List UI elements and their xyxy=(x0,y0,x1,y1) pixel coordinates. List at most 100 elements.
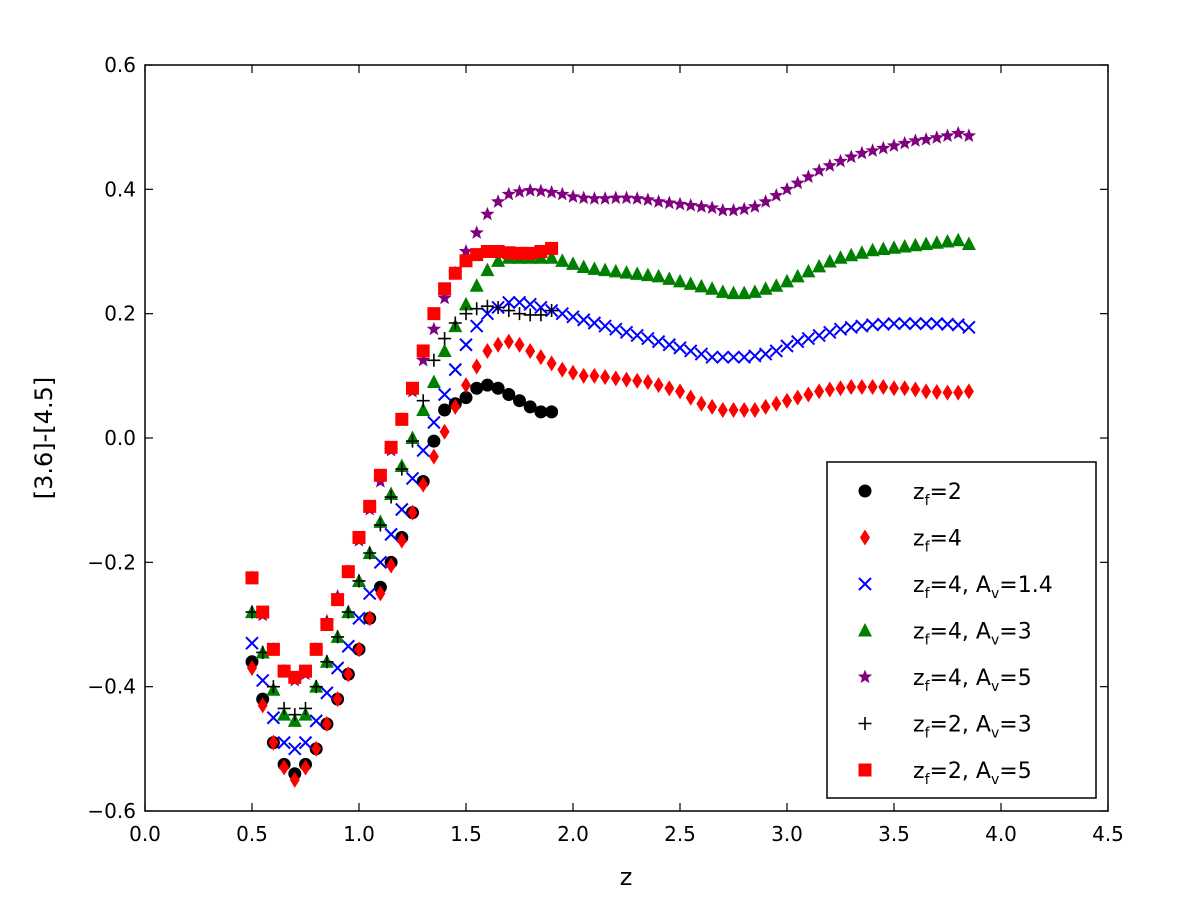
data-point xyxy=(493,336,504,353)
data-point xyxy=(887,240,901,254)
data-point xyxy=(576,313,591,327)
data-point xyxy=(277,664,291,678)
data-point xyxy=(694,278,709,293)
data-point xyxy=(846,379,857,396)
data-point xyxy=(331,593,345,607)
x-tick-label: 0.0 xyxy=(129,822,161,846)
data-point xyxy=(245,571,259,585)
data-point xyxy=(439,423,450,440)
data-point xyxy=(438,403,452,417)
data-point xyxy=(630,266,645,280)
data-point xyxy=(651,194,666,208)
data-point xyxy=(406,381,419,395)
data-point xyxy=(931,383,942,400)
legend-label: zf=4 xyxy=(913,527,962,556)
data-point xyxy=(247,660,257,677)
data-point xyxy=(587,261,602,275)
x-tick-label: 0.5 xyxy=(236,822,268,846)
data-point xyxy=(801,331,816,346)
x-tick-label: 2.0 xyxy=(557,822,589,846)
data-point xyxy=(311,740,322,757)
series-7 xyxy=(245,241,559,684)
data-point xyxy=(876,241,891,256)
data-point xyxy=(598,319,612,333)
data-point xyxy=(523,246,537,260)
data-point xyxy=(664,380,675,397)
data-point xyxy=(854,245,869,259)
data-point xyxy=(373,518,387,532)
data-point xyxy=(942,384,953,401)
data-point xyxy=(683,198,698,212)
data-point xyxy=(919,236,934,251)
data-point xyxy=(951,318,965,332)
data-point xyxy=(910,381,921,398)
data-point xyxy=(640,192,656,206)
data-point xyxy=(801,169,816,183)
data-point xyxy=(717,402,728,419)
data-point xyxy=(482,342,493,359)
data-point xyxy=(683,344,698,358)
data-point xyxy=(790,334,805,349)
data-point xyxy=(459,391,473,405)
data-point xyxy=(811,163,827,177)
data-point xyxy=(886,138,902,152)
data-point xyxy=(921,383,932,400)
data-point xyxy=(619,325,634,340)
data-point xyxy=(812,258,827,273)
data-point xyxy=(771,395,782,412)
data-point xyxy=(865,143,880,157)
y-tick-label: 0.0 xyxy=(104,426,136,450)
data-point xyxy=(642,374,653,391)
data-point xyxy=(513,307,526,321)
data-point xyxy=(555,306,570,321)
data-point xyxy=(835,380,846,397)
data-point xyxy=(386,557,397,574)
data-point xyxy=(501,186,516,201)
data-point xyxy=(737,285,752,300)
data-point xyxy=(480,299,494,313)
data-point xyxy=(961,128,977,142)
y-tick-label: −0.4 xyxy=(87,675,136,699)
data-point xyxy=(961,236,976,251)
data-point xyxy=(640,267,655,282)
data-point xyxy=(824,381,835,398)
x-tick-label: 3.0 xyxy=(771,822,803,846)
data-point xyxy=(867,379,878,396)
data-point xyxy=(598,262,613,277)
data-point xyxy=(523,183,538,197)
data-point xyxy=(953,384,964,401)
data-point xyxy=(512,295,527,310)
data-point xyxy=(704,200,720,215)
axis-ticks: 0.0 0.5 1.0 1.5 2.0 2.5 3.0 3.5 4.0 4.5 −0.6 −0.4 −0… xyxy=(87,53,1123,846)
data-point xyxy=(739,402,750,419)
legend-label: zf=4, Av=3 xyxy=(913,620,1032,649)
y-tick-label: −0.6 xyxy=(87,799,136,823)
data-point xyxy=(490,194,506,208)
data-point xyxy=(662,338,677,352)
data-point xyxy=(963,383,974,400)
data-point xyxy=(760,398,771,415)
data-point xyxy=(405,471,420,486)
legend-label: zf=2 xyxy=(913,480,962,509)
data-point xyxy=(929,130,944,144)
data-point xyxy=(715,284,730,298)
data-point xyxy=(856,379,867,396)
data-point xyxy=(459,307,473,321)
data-point xyxy=(748,349,762,363)
data-point xyxy=(470,248,484,262)
data-point xyxy=(289,771,300,788)
data-point xyxy=(929,235,944,249)
data-point xyxy=(801,263,816,278)
data-point xyxy=(749,402,760,419)
data-point xyxy=(450,398,461,415)
data-point xyxy=(502,387,516,401)
legend: zf=2 zf=4 zf=4, Av=1.4 zf=4, Av=3 zf=4, Av=5… xyxy=(826,461,1097,799)
data-point xyxy=(747,199,763,213)
data-point xyxy=(299,664,312,678)
data-point xyxy=(683,276,698,290)
data-point xyxy=(437,290,452,305)
data-point xyxy=(823,325,837,340)
data-point xyxy=(502,295,516,310)
data-point xyxy=(437,387,452,402)
legend-entry: zf=2, Av=5 xyxy=(858,759,1032,788)
